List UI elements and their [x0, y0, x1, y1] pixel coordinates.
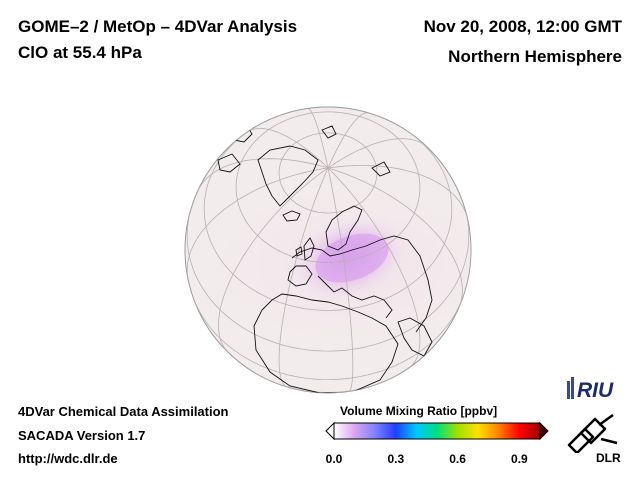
- clo-anomaly-core: [315, 233, 389, 283]
- graticule-line: [307, 108, 329, 169]
- graticule: [186, 108, 470, 393]
- colorbar-tick-label: 0.0: [325, 452, 343, 466]
- colorbar-under-arrow: [325, 422, 335, 441]
- graticule-line: [218, 167, 329, 353]
- coastline-scandinavia: [325, 205, 363, 251]
- coastline-arabia: [397, 317, 433, 357]
- graticule-line: [327, 165, 468, 219]
- graticule-line: [192, 295, 464, 381]
- graticule-line: [327, 138, 427, 169]
- graticule-line: [262, 374, 398, 393]
- riu-logo: RIU: [567, 377, 614, 402]
- dlr-logo-cross: [567, 427, 595, 453]
- dlr-logo-diamond: [579, 417, 607, 445]
- species-label: ClO at 55.4 hPa: [18, 43, 142, 62]
- graticule-line: [327, 112, 369, 169]
- riu-bar-1: [567, 381, 570, 399]
- colorbar-over-arrow: [539, 422, 549, 441]
- footer-url: http://wdc.dlr.de: [18, 451, 118, 466]
- graticule-line: [186, 207, 470, 352]
- graticule-line: [197, 158, 329, 192]
- colorbar-tick-label: 0.9: [511, 452, 528, 466]
- footer-line-2: SACADA Version 1.7: [18, 428, 146, 443]
- coastline-europe-asia: [291, 235, 433, 333]
- datetime-label: Nov 20, 2008, 12:00 GMT: [423, 17, 622, 36]
- footer-line-1: 4DVar Chemical Data Assimilation: [18, 404, 229, 419]
- dlr-logo: [567, 413, 618, 453]
- graticule-line: [327, 167, 421, 369]
- graticule-line: [327, 167, 354, 392]
- coastline-iceland: [282, 210, 301, 222]
- colorbar-bar: [333, 422, 541, 440]
- riu-bar-2: [571, 377, 574, 399]
- coastline-greenland: [257, 145, 319, 207]
- map-title: GOME–2 / MetOp – 4DVar Analysis: [18, 17, 298, 36]
- colorbar: [325, 422, 549, 441]
- graticule-line: [248, 127, 329, 169]
- coastline-arctic-islands: [217, 123, 391, 177]
- dlr-label: DLR: [596, 451, 621, 465]
- dlr-logo-tail: [598, 413, 618, 445]
- coastline-mediterranean: [287, 265, 393, 319]
- graticule-line: [278, 167, 329, 388]
- graticule-line: [186, 167, 329, 279]
- colorbar-tick-label: 0.6: [449, 452, 466, 466]
- coastline-british-isles: [295, 237, 315, 261]
- colorbar-tick-label: 0.3: [387, 452, 405, 466]
- region-label: Northern Hemisphere: [448, 47, 622, 66]
- graticule-line: [203, 125, 453, 311]
- riu-text: RIU: [577, 379, 614, 402]
- coastline-africa: [253, 293, 399, 393]
- graticule-line: [327, 167, 463, 307]
- colorbar-title: Volume Mixing Ratio [ppbv]: [340, 404, 498, 418]
